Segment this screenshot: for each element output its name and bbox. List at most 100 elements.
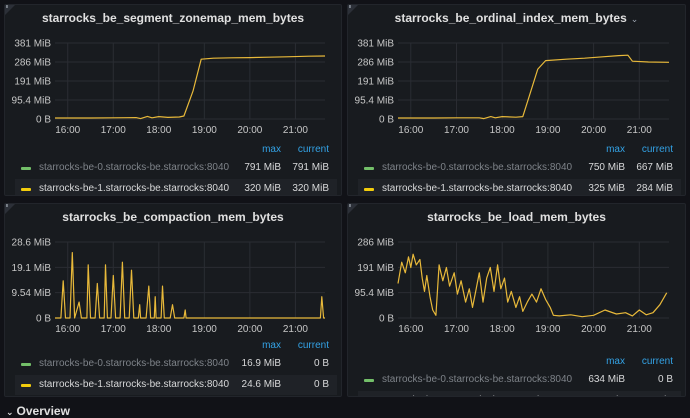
x-tick-label: 17:00: [444, 125, 469, 136]
legend-current-value: 791 MiB: [292, 162, 329, 173]
overview-row[interactable]: ⌄ Overview: [6, 404, 70, 418]
x-tick-label: 17:00: [101, 125, 126, 136]
x-tick-label: 16:00: [55, 324, 80, 335]
y-tick-label: 286 MiB: [357, 58, 394, 69]
x-tick-label: 21:00: [283, 125, 308, 136]
legend-header-current[interactable]: current: [641, 144, 673, 155]
x-tick-label: 16:00: [398, 125, 423, 136]
x-tick-label: 18:00: [490, 125, 515, 136]
legend-header-current[interactable]: current: [641, 356, 673, 367]
legend-current-value: 0 B: [313, 358, 329, 369]
legend-max-value: 750 MiB: [588, 162, 625, 173]
legend-item[interactable]: starrocks-be-2.starrocks-be.starrocks:80…: [15, 396, 337, 397]
x-tick-label: 20:00: [581, 324, 606, 335]
legend-max-value: 634 MiB: [588, 374, 625, 385]
panel-load: i starrocks_be_load_mem_bytes 286 MiB 191…: [347, 203, 686, 397]
legend-max-value: 247 MiB: [588, 395, 625, 396]
legend-current-value: 0 B: [313, 379, 329, 390]
legend-header: max current: [5, 142, 341, 158]
y-tick-label: 286 MiB: [357, 238, 394, 249]
legend-item[interactable]: starrocks-be-1.starrocks-be.starrocks:80…: [15, 179, 337, 195]
y-tick-label: 0 B: [36, 314, 51, 325]
legend-item[interactable]: starrocks-be-1.starrocks-be.starrocks:80…: [358, 179, 681, 195]
x-tick-label: 19:00: [535, 324, 560, 335]
chevron-down-icon: ⌄: [6, 407, 14, 417]
chart: 381 MiB 286 MiB 191 MiB 95.4 MiB 0 B 16:00 17:…: [355, 39, 670, 136]
legend-item[interactable]: starrocks-be-0.starrocks-be.starrocks:80…: [15, 158, 337, 178]
legend-max-value: 791 MiB: [244, 162, 281, 173]
legend-swatch: [364, 379, 374, 382]
y-tick-label: 381 MiB: [14, 39, 51, 50]
legend-item[interactable]: starrocks-be-1.starrocks-be.starrocks:80…: [358, 391, 681, 396]
panel-title[interactable]: starrocks_be_compaction_mem_bytes: [62, 210, 284, 224]
legend-series-name: starrocks-be-1.starrocks-be.starrocks:80…: [39, 379, 230, 390]
x-tick-label: 20:00: [237, 324, 262, 335]
legend-series-name: starrocks-be-0.starrocks-be.starrocks:80…: [39, 358, 230, 369]
x-tick-label: 16:00: [55, 125, 80, 136]
legend-current-value: 667 MiB: [636, 162, 673, 173]
legend-swatch: [364, 188, 374, 191]
x-tick-label: 17:00: [444, 324, 469, 335]
legend-header: max current: [348, 354, 685, 370]
legend-series-name: starrocks-be-0.starrocks-be.starrocks:80…: [382, 374, 573, 385]
panel-segment-zonemap: i starrocks_be_segment_zonemap_mem_bytes…: [4, 4, 342, 196]
legend-item[interactable]: starrocks-be-1.starrocks-be.starrocks:80…: [15, 375, 337, 395]
panel-title-text: starrocks_be_ordinal_index_mem_bytes: [394, 11, 627, 25]
x-tick-label: 18:00: [146, 125, 171, 136]
legend-item[interactable]: starrocks-be-0.starrocks-be.starrocks:80…: [358, 370, 681, 390]
legend-header-max[interactable]: max: [606, 144, 625, 155]
panel-title[interactable]: starrocks_be_segment_zonemap_mem_bytes: [41, 11, 305, 25]
x-tick-label: 19:00: [535, 125, 560, 136]
x-tick-label: 18:00: [490, 324, 515, 335]
legend-max-value: 325 MiB: [588, 183, 625, 194]
x-tick-label: 21:00: [283, 324, 308, 335]
panel-title[interactable]: starrocks_be_ordinal_index_mem_bytes ⌄: [348, 11, 685, 25]
legend: max current starrocks-be-0.starrocks-be.st…: [5, 142, 341, 195]
panel-compaction: i starrocks_be_compaction_mem_bytes 28.6…: [4, 203, 342, 397]
series-line[interactable]: [55, 252, 325, 319]
series-line[interactable]: [397, 253, 668, 318]
chevron-down-icon[interactable]: ⌄: [630, 14, 639, 24]
legend-header-current[interactable]: current: [297, 340, 329, 351]
panel-info-icon[interactable]: i: [5, 204, 15, 214]
legend-current-value: 320 MiB: [292, 183, 329, 194]
panel-info-icon[interactable]: i: [348, 204, 358, 214]
legend-max-value: 16.9 MiB: [241, 358, 281, 369]
y-tick-label: 95.4 MiB: [12, 96, 52, 107]
x-tick-label: 20:00: [581, 125, 606, 136]
legend-series-name: starrocks-be-1.starrocks-be.starrocks:80…: [382, 183, 573, 194]
x-tick-label: 19:00: [192, 324, 217, 335]
panel-title[interactable]: starrocks_be_load_mem_bytes: [427, 210, 606, 224]
legend-header-max[interactable]: max: [262, 340, 281, 351]
legend-header-max[interactable]: max: [262, 144, 281, 155]
series-line[interactable]: [55, 55, 326, 120]
y-tick-label: 0 B: [36, 115, 51, 126]
legend-series-name: starrocks-be-0.starrocks-be.starrocks:80…: [39, 162, 230, 173]
x-tick-label: 21:00: [627, 324, 652, 335]
legend-item[interactable]: starrocks-be-0.starrocks-be.starrocks:80…: [15, 354, 337, 374]
y-tick-label: 191 MiB: [14, 77, 51, 88]
legend-current-value: 284 MiB: [636, 183, 673, 194]
legend-series-name: starrocks-be-1.starrocks-be.starrocks:80…: [39, 183, 230, 194]
y-tick-label: 19.1 MiB: [12, 263, 52, 274]
series-line[interactable]: [398, 54, 670, 120]
x-tick-label: 21:00: [627, 125, 652, 136]
legend-header-max[interactable]: max: [606, 356, 625, 367]
y-tick-label: 191 MiB: [357, 77, 394, 88]
legend-swatch: [21, 188, 31, 191]
legend: max current starrocks-be-0.starrocks-be.st…: [348, 142, 685, 195]
y-tick-label: 191 MiB: [357, 263, 394, 274]
legend-series-name: starrocks-be-1.starrocks-be.starrocks:80…: [382, 395, 572, 396]
y-tick-label: 0 B: [379, 314, 394, 325]
legend-series-name: starrocks-be-0.starrocks-be.starrocks:80…: [382, 162, 573, 173]
panel-info-icon[interactable]: i: [348, 5, 358, 15]
x-tick-label: 20:00: [237, 125, 262, 136]
legend-header-current[interactable]: current: [297, 144, 329, 155]
panel-info-icon[interactable]: i: [5, 5, 15, 15]
legend-max-value: 24.6 MiB: [241, 379, 281, 390]
y-tick-label: 381 MiB: [357, 39, 394, 50]
x-tick-label: 19:00: [192, 125, 217, 136]
legend-item[interactable]: starrocks-be-0.starrocks-be.starrocks:80…: [358, 158, 681, 178]
y-tick-label: 95.4 MiB: [355, 96, 395, 107]
legend-max-value: 320 MiB: [244, 183, 281, 194]
